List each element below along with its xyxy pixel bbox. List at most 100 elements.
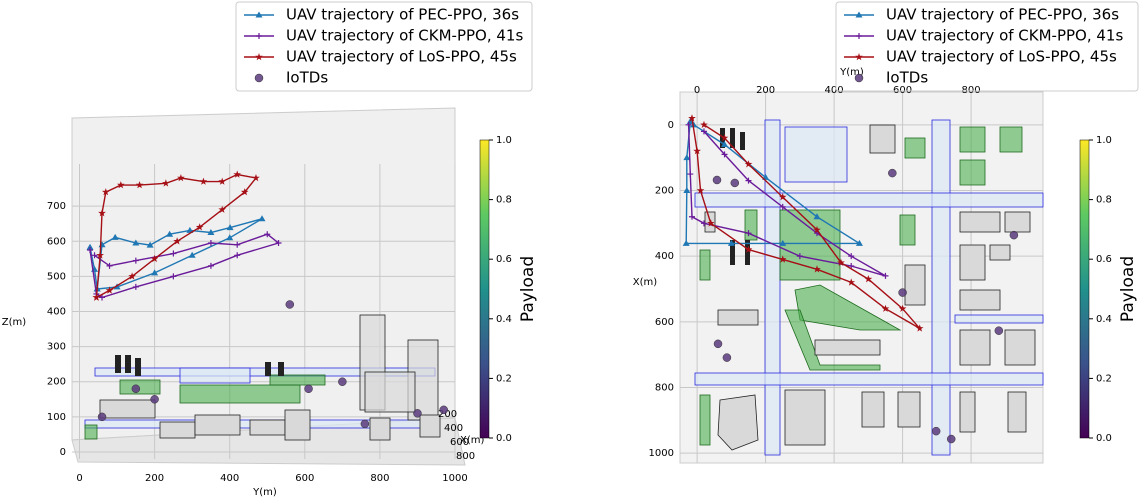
legend-box (835, 1, 1139, 92)
marker (856, 33, 862, 39)
marker (1009, 230, 1019, 240)
depth-tick-label: 400 (444, 423, 463, 434)
marker (796, 253, 803, 260)
marker (721, 151, 728, 158)
marker (132, 283, 139, 290)
marker (218, 205, 226, 213)
marker (132, 257, 139, 264)
marker (195, 223, 204, 231)
colorbar-tick-label: 1.0 (496, 135, 512, 146)
marker (360, 419, 370, 429)
marker (727, 239, 735, 246)
marker (712, 175, 722, 185)
y-tick-label: 0 (668, 120, 674, 131)
marker (847, 278, 855, 286)
marker (99, 294, 106, 301)
marker (146, 241, 154, 248)
x-tick-label: 1000 (442, 473, 467, 484)
marker (264, 231, 271, 238)
marker (106, 262, 113, 269)
legend-label: UAV trajectory of PEC-PPO, 36s (286, 6, 519, 24)
y-tick-label: 800 (655, 382, 674, 393)
y-tick-label: 200 (47, 377, 66, 388)
marker (707, 219, 715, 227)
marker (854, 73, 864, 83)
y-tick-label: 600 (655, 317, 674, 328)
depth-tick-label: 600 (450, 437, 469, 448)
marker (778, 193, 787, 201)
marker (881, 304, 890, 312)
marker (855, 11, 863, 18)
marker (102, 188, 110, 196)
marker (882, 272, 889, 279)
marker (177, 174, 185, 182)
series (97, 300, 448, 429)
y-tick-label: 600 (47, 236, 66, 247)
city-right (694, 119, 1044, 456)
marker (234, 252, 241, 259)
marker (111, 233, 119, 240)
marker (931, 426, 941, 436)
x-tick-label: 400 (825, 85, 844, 96)
marker (173, 237, 181, 245)
legend-label: UAV trajectory of PEC-PPO, 36s (886, 6, 1119, 24)
depth-tick-label: 800 (456, 451, 475, 462)
marker (226, 224, 234, 231)
colorbar-tick-label: 0.8 (496, 195, 512, 206)
marker (132, 239, 140, 246)
marker (813, 213, 821, 220)
colorbar-tick-label: 0.0 (1096, 433, 1112, 444)
y-tick-label: 500 (47, 271, 66, 282)
marker (86, 243, 94, 250)
city-left (84, 314, 441, 441)
marker (131, 384, 141, 394)
marker (207, 240, 214, 247)
marker (855, 53, 863, 61)
x-tick-label: 0 (694, 85, 700, 96)
marker (105, 286, 114, 294)
marker (207, 228, 215, 235)
marker (946, 434, 956, 444)
colorbar-label: Payload (1118, 256, 1138, 322)
marker (994, 326, 1004, 335)
marker (685, 121, 692, 128)
marker (688, 114, 696, 122)
colorbar-label: Payload (518, 256, 538, 322)
colorbar-tick-label: 0.2 (1096, 373, 1112, 384)
marker (92, 293, 101, 301)
colorbar-tick-label: 0.4 (1096, 314, 1112, 325)
y-tick-label: 0 (60, 447, 66, 458)
marker (240, 188, 249, 196)
marker (170, 273, 177, 280)
marker (683, 186, 691, 193)
x-label: Y(m) (252, 487, 277, 498)
marker (744, 245, 753, 253)
marker (700, 120, 708, 129)
marker (696, 186, 705, 194)
marker (722, 353, 732, 362)
marker (234, 241, 241, 248)
marker (713, 339, 723, 349)
marker (258, 215, 266, 222)
marker (254, 73, 264, 83)
marker (687, 171, 694, 178)
marker (837, 258, 845, 266)
marker (338, 377, 347, 386)
marker (778, 255, 787, 263)
depth-label: X(m) (460, 435, 484, 446)
trajectory-line (691, 118, 921, 330)
marker (255, 53, 263, 61)
marker (744, 160, 753, 168)
marker (864, 275, 873, 283)
marker (252, 174, 260, 182)
x-tick-label: 200 (145, 473, 164, 484)
y-tick-label: 100 (47, 412, 66, 423)
marker (690, 121, 698, 128)
marker (285, 300, 295, 309)
marker (233, 170, 241, 178)
series (92, 170, 260, 301)
marker (150, 254, 159, 263)
marker (848, 253, 855, 260)
marker (275, 240, 282, 247)
marker (151, 269, 159, 276)
